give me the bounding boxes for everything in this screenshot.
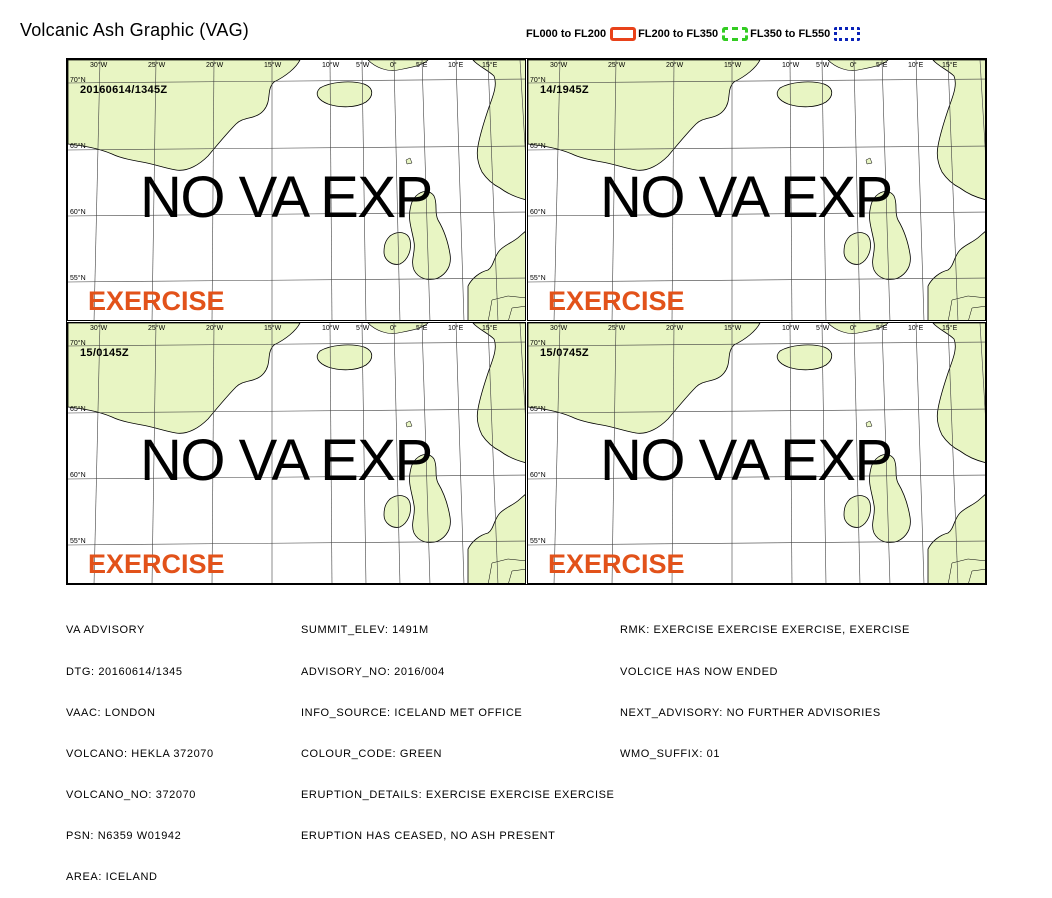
red-box-icon <box>610 27 637 41</box>
map-panel-t1: 20160614/1345Z NO VA EXP EXERCISE <box>67 59 526 321</box>
advisory-line: WMO_SUFFIX: 01 <box>620 747 721 760</box>
advisory-line: SUMMIT_ELEV: 1491M <box>301 624 429 637</box>
advisory-line: VOLCANO_NO: 372070 <box>66 788 197 801</box>
legend-item-fl200-fl350: FL200 to FL350 <box>638 27 750 41</box>
page-title: Volcanic Ash Graphic (VAG) <box>20 20 249 40</box>
map-panel-t3: 15/0145Z NO VA EXP EXERCISE <box>67 322 526 584</box>
advisory-column-2: SUMMIT_ELEV: 1491M ADVISORY_NO: 2016/004… <box>301 597 615 857</box>
advisory-line: INFO_SOURCE: ICELAND MET OFFICE <box>301 706 523 719</box>
advisory-line: VAAC: LONDON <box>66 706 156 719</box>
advisory-line: DTG: 20160614/1345 <box>66 665 183 678</box>
valid-time-label: 15/0745Z <box>540 347 589 359</box>
legend-item-fl000-fl200: FL000 to FL200 <box>526 27 638 41</box>
legend-label: FL000 to FL200 <box>526 28 607 40</box>
valid-time-label: 14/1945Z <box>540 84 589 96</box>
advisory-line: ERUPTION HAS CEASED, NO ASH PRESENT <box>301 829 556 842</box>
exercise-watermark: EXERCISE <box>88 286 225 316</box>
map-panel-t4: 15/0745Z NO VA EXP EXERCISE <box>527 322 986 584</box>
exercise-watermark: EXERCISE <box>548 286 685 316</box>
map-grid: 20160614/1345Z NO VA EXP EXERCISE 14/194… <box>66 58 987 585</box>
advisory-column-1: VA ADVISORY DTG: 20160614/1345 VAAC: LON… <box>66 597 214 898</box>
advisory-line: VOLCICE HAS NOW ENDED <box>620 665 779 678</box>
advisory-line: RMK: EXERCISE EXERCISE EXERCISE, EXERCIS… <box>620 624 910 637</box>
advisory-line: COLOUR_CODE: GREEN <box>301 747 442 760</box>
flight-level-legend: FL000 to FL200 FL200 to FL350 FL350 to F… <box>526 24 862 44</box>
valid-time-label: 15/0145Z <box>80 347 129 359</box>
advisory-line: PSN: N6359 W01942 <box>66 829 182 842</box>
green-box-icon <box>722 27 749 41</box>
legend-item-fl350-fl550: FL350 to FL550 <box>750 27 862 41</box>
advisory-line: AREA: ICELAND <box>66 871 158 884</box>
advisory-line: NEXT_ADVISORY: NO FURTHER ADVISORIES <box>620 706 881 719</box>
no-ash-message: NO VA EXP <box>600 165 893 230</box>
advisory-line: ERUPTION_DETAILS: EXERCISE EXERCISE EXER… <box>301 788 615 801</box>
valid-time-label: 20160614/1345Z <box>80 84 168 96</box>
exercise-watermark: EXERCISE <box>88 549 225 579</box>
no-ash-message: NO VA EXP <box>140 165 433 230</box>
legend-label: FL200 to FL350 <box>638 28 719 40</box>
advisory-line: ADVISORY_NO: 2016/004 <box>301 665 445 678</box>
map-panel-t2: 14/1945Z NO VA EXP EXERCISE <box>527 59 986 321</box>
exercise-watermark: EXERCISE <box>548 549 685 579</box>
no-ash-message: NO VA EXP <box>140 428 433 493</box>
advisory-column-3: RMK: EXERCISE EXERCISE EXERCISE, EXERCIS… <box>620 597 910 775</box>
legend-label: FL350 to FL550 <box>750 28 831 40</box>
no-ash-message: NO VA EXP <box>600 428 893 493</box>
blue-box-icon <box>834 27 861 41</box>
advisory-line: VOLCANO: HEKLA 372070 <box>66 747 214 760</box>
advisory-line: VA ADVISORY <box>66 624 145 637</box>
